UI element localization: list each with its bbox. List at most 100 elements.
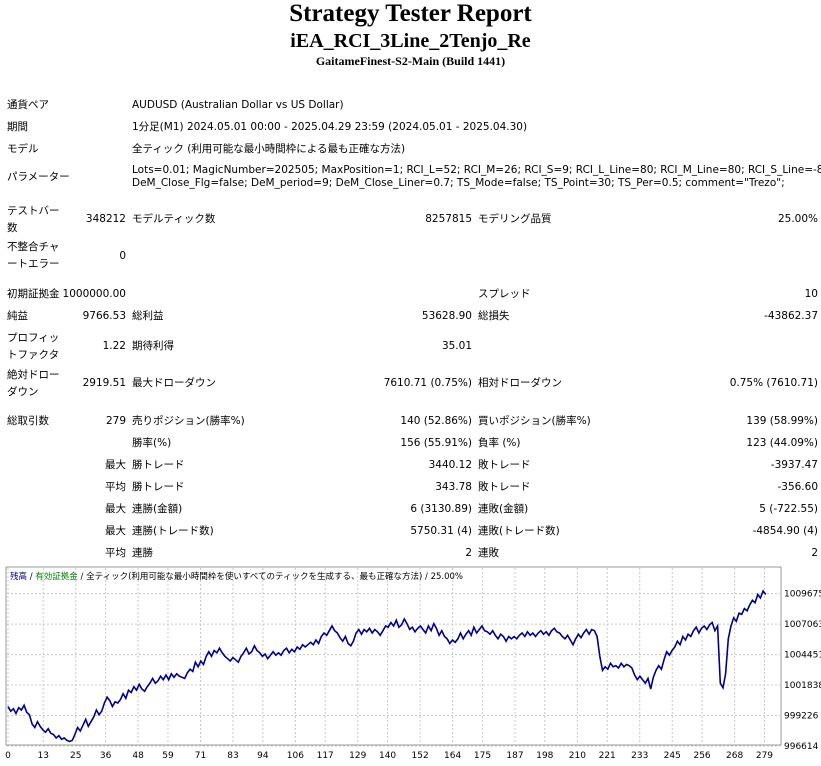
symbol-value: AUDUSD (Australian Dollar vs US Dollar) (132, 99, 344, 111)
avg-cons-label: 平均 (105, 547, 126, 559)
y-tick-label: 999226 (784, 712, 819, 722)
largest-win-label: 勝トレード (132, 459, 185, 471)
deposit-label: 初期証拠金 (7, 288, 60, 300)
balance-chart: 残高 / 有効証拠金 / 全ティック(利用可能な最小時間枠を使いすべてのティック… (5, 566, 821, 761)
ea-name: iEA_RCI_3Line_2Tenjo_Re (290, 30, 531, 52)
x-tick-label: 256 (693, 751, 710, 761)
y-tick-label: 1001838 (784, 681, 821, 691)
legend-quality: 25.00% (431, 572, 463, 582)
y-tick-label: 1009675 (784, 590, 821, 600)
x-tick-label: 117 (317, 751, 334, 761)
report-title: Strategy Tester Report (289, 0, 532, 27)
ticks-value: 8257815 (425, 213, 472, 225)
absdd-value: 2919.51 (82, 377, 126, 389)
x-tick-label: 187 (506, 751, 523, 761)
balance-line (7, 589, 767, 743)
cons-loss-cnt-value: -4854.90 (4) (752, 525, 818, 537)
legend-sep-1: / (27, 572, 35, 582)
legend-sep-3: / (422, 572, 430, 582)
x-tick-label: 106 (287, 751, 304, 761)
params-line-2: DeM_Close_Flg=false; DeM_period=9; DeM_C… (132, 177, 785, 189)
lossrate-value: 123 (44.09%) (746, 437, 818, 449)
ticks-label: モデルティック数 (132, 213, 216, 225)
pf-label: プロフィットファクタ (7, 332, 60, 361)
grossprofit-label: 総利益 (132, 310, 164, 322)
y-axis: 1009675 1007063 1004451 1001838 999226 996614 (784, 590, 821, 752)
model-value: 全ティック (利用可能な最小時間枠による最も正確な方法) (132, 143, 406, 155)
quality-value: 25.00% (777, 213, 818, 225)
spread-label: スプレッド (478, 288, 531, 300)
largest-loss-value: -3937.47 (770, 459, 818, 471)
deposit-value: 1000000.00 (62, 288, 126, 300)
x-tick-label: 210 (569, 751, 586, 761)
legend-balance: 残高 (10, 571, 27, 582)
legend-margin: 有効証拠金 (35, 571, 78, 582)
x-tick-label: 279 (756, 751, 773, 761)
winrate-label: 勝率(%) (132, 437, 172, 449)
cons-win-amt-label: 連勝(金額) (132, 503, 183, 515)
x-tick-label: 25 (70, 751, 81, 761)
y-tick-label: 1007063 (784, 620, 821, 630)
x-axis: 0 13 25 36 48 59 71 83 94 106 117 129 140 152 164 175 18… (5, 751, 773, 761)
avg-cons-win-value: 2 (465, 547, 472, 559)
avg-win-value: 343.78 (435, 481, 472, 493)
y-tick-label: 1004451 (784, 651, 821, 661)
grossprofit-value: 53628.90 (421, 310, 472, 322)
spread-value: 10 (804, 288, 818, 300)
x-tick-label: 175 (474, 751, 491, 761)
grossloss-label: 総損失 (478, 310, 510, 322)
grossloss-value: -43862.37 (764, 310, 818, 322)
chart-grid (7, 568, 780, 747)
x-tick-label: 152 (412, 751, 429, 761)
x-tick-label: 140 (379, 751, 396, 761)
params-line-1: Lots=0.01; MagicNumber=202505; MaxPositi… (132, 164, 821, 176)
cons-loss-amt-value: 5 (-722.55) (759, 503, 818, 515)
winrate-value: 156 (55.91%) (400, 437, 472, 449)
cons-win-cnt-value: 5750.31 (4) (410, 525, 472, 537)
trades-label: 総取引数 (7, 415, 49, 427)
x-tick-label: 48 (132, 751, 144, 761)
expected-value: 35.01 (441, 340, 472, 352)
trades-value: 279 (105, 415, 126, 427)
cons-win-amt-value: 6 (3130.89) (410, 503, 472, 515)
cons-win-cnt-label: 連勝(トレード数) (132, 525, 214, 537)
maxdd-label: 最大ドローダウン (132, 377, 216, 389)
long-value: 139 (58.99%) (746, 415, 818, 427)
largest-loss-label: 敗トレード (478, 459, 531, 471)
reldd-value: 0.75% (7610.71) (729, 377, 818, 389)
x-tick-label: 245 (664, 751, 681, 761)
netprofit-value: 9766.53 (82, 310, 126, 322)
expected-label: 期待利得 (132, 340, 174, 352)
max-cons-amt-label: 最大 (105, 503, 126, 515)
x-tick-label: 198 (536, 751, 553, 761)
legend-sep-2: / (78, 572, 86, 582)
mismatch-value: 0 (119, 250, 126, 262)
mismatch-label: 不整合チャートエラー (7, 241, 60, 270)
x-tick-label: 129 (349, 751, 366, 761)
x-tick-label: 221 (599, 751, 616, 761)
maxdd-value: 7610.71 (0.75%) (383, 377, 472, 389)
period-label: 期間 (7, 121, 28, 133)
avg-cons-loss-label: 連敗 (478, 547, 499, 559)
server-name: GaitameFinest-S2-Main (Build 1441) (315, 54, 506, 68)
period-value: 1分足(M1) 2024.05.01 00:00 - 2025.04.29 23… (132, 121, 528, 133)
y-tick-label: 996614 (784, 742, 819, 752)
x-tick-label: 83 (227, 751, 238, 761)
legend-model: 全ティック(利用可能な最小時間枠を使いすべてのティックを生成する、最も正確な方法… (86, 571, 422, 582)
avg-cons-loss-value: 2 (811, 547, 818, 559)
model-label: モデル (7, 143, 39, 155)
symbol-label: 通貨ペア (7, 99, 49, 111)
cons-loss-amt-label: 連敗(金額) (478, 503, 529, 515)
x-tick-label: 59 (162, 751, 174, 761)
reldd-label: 相対ドローダウン (478, 377, 562, 389)
short-value: 140 (52.86%) (400, 415, 472, 427)
bars-label: テストバー数 (7, 205, 60, 234)
largest-win-value: 3440.12 (428, 459, 472, 471)
params-label: パラメーター (7, 171, 70, 183)
absdd-label: 絶対ドローダウン (7, 369, 60, 398)
x-tick-label: 164 (444, 751, 461, 761)
short-label: 売りポジション(勝率%) (132, 415, 245, 427)
avg-win-label: 勝トレード (132, 481, 185, 493)
quality-label: モデリング品質 (478, 213, 552, 225)
netprofit-label: 純益 (7, 310, 28, 322)
